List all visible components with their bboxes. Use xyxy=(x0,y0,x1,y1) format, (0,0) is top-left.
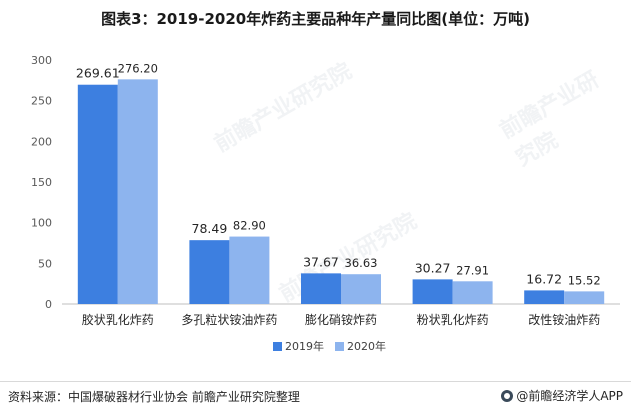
legend-swatch xyxy=(335,342,344,351)
bar-2020 xyxy=(341,274,381,304)
data-label: 36.63 xyxy=(345,256,378,270)
category-label: 膨化硝铵炸药 xyxy=(305,312,377,327)
bar-2020 xyxy=(229,236,270,304)
bar-2019 xyxy=(301,273,341,304)
bar-2020 xyxy=(117,79,158,304)
data-label: 15.52 xyxy=(568,273,601,287)
y-tick-label: 300 xyxy=(31,54,52,67)
bar-2020 xyxy=(564,291,605,304)
data-label: 30.27 xyxy=(415,260,451,275)
category-label: 多孔粒状铵油炸药 xyxy=(181,312,277,327)
bar-2019 xyxy=(77,84,118,305)
legend-swatch xyxy=(273,342,282,351)
bar-2019 xyxy=(524,290,565,304)
footer-divider xyxy=(0,381,631,382)
bar-2019 xyxy=(412,279,453,304)
y-tick-label: 50 xyxy=(38,257,52,270)
y-tick-label: 250 xyxy=(31,95,52,108)
legend-label: 2019年 xyxy=(285,339,324,353)
bar-2019 xyxy=(189,240,230,304)
data-label: 78.49 xyxy=(192,221,228,236)
data-label: 82.90 xyxy=(233,219,266,233)
data-label: 269.61 xyxy=(76,66,120,81)
brand-text: @前瞻经济学人APP xyxy=(516,389,623,403)
legend-label: 2020年 xyxy=(347,339,386,353)
y-tick-label: 150 xyxy=(31,176,52,189)
data-label: 276.20 xyxy=(118,61,158,75)
brand: @前瞻经济学人APP xyxy=(501,387,623,404)
y-tick-label: 100 xyxy=(31,217,52,230)
data-label: 16.72 xyxy=(526,271,562,286)
data-label: 27.91 xyxy=(456,263,489,277)
category-label: 改性铵油炸药 xyxy=(528,312,600,327)
brand-logo-icon xyxy=(501,389,514,402)
category-label: 胶状乳化炸药 xyxy=(82,312,154,327)
bar-2020 xyxy=(452,281,493,304)
category-label: 粉状乳化炸药 xyxy=(417,313,489,327)
chart-title: 图表3：2019-2020年炸药主要品种年产量同比图(单位：万吨) xyxy=(101,10,530,28)
y-tick-label: 0 xyxy=(45,298,52,311)
data-label: 37.67 xyxy=(303,254,339,269)
source-note: 资料来源：中国爆破器材行业协会 前瞻产业研究院整理 xyxy=(8,390,300,404)
y-tick-label: 200 xyxy=(31,135,52,148)
